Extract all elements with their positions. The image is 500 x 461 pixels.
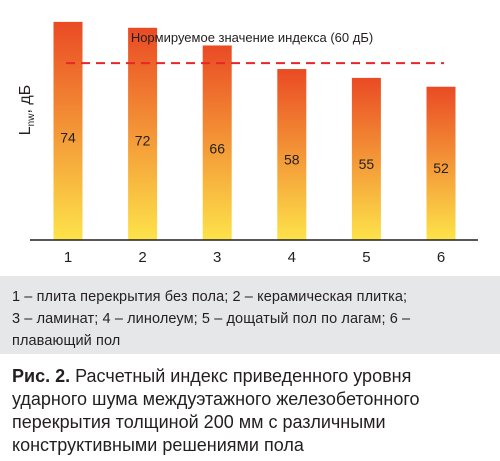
value-labels: 74 72 66 58 55 52 bbox=[60, 129, 449, 175]
caption-label: Рис. 2. bbox=[12, 366, 71, 386]
bar-1 bbox=[53, 21, 83, 240]
x-tick-label-6: 6 bbox=[437, 249, 445, 266]
caption-text: Расчетный индекс приведенного уровня уда… bbox=[12, 366, 420, 455]
chart-area: 74 72 66 58 55 52 Нормируемое значение индекс… bbox=[17, 21, 478, 266]
legend-line-1: 1 – плита перекрытия без пола; 2 – керам… bbox=[12, 289, 408, 305]
value-label-3: 66 bbox=[209, 141, 225, 157]
legend-box: 1 – плита перекрытия без пола; 2 – керам… bbox=[0, 276, 500, 354]
value-label-4: 58 bbox=[284, 152, 300, 168]
y-axis-label-subscript: nw bbox=[26, 113, 37, 127]
reference-line-label: Нормируемое значение индекса (60 дБ) bbox=[131, 30, 373, 45]
x-tick-label-1: 1 bbox=[64, 249, 72, 266]
y-axis-label: Lnw, дБ bbox=[17, 85, 37, 135]
bar-4 bbox=[277, 69, 307, 240]
y-axis-label-main: L bbox=[17, 126, 34, 135]
reference-line-group: Нормируемое значение индекса (60 дБ) bbox=[66, 30, 444, 65]
value-label-1: 74 bbox=[60, 129, 76, 145]
bar-6 bbox=[426, 86, 456, 240]
bar-5 bbox=[351, 77, 381, 240]
value-label-5: 55 bbox=[359, 156, 375, 172]
figure-caption: Рис. 2. Расчетный индекс приведенного ур… bbox=[12, 365, 490, 457]
bars bbox=[53, 21, 456, 241]
y-axis-label-unit: , дБ bbox=[17, 85, 34, 114]
legend-line-2: 3 – ламинат; 4 – линолеум; 5 – дощатый п… bbox=[12, 311, 411, 327]
x-tick-label-4: 4 bbox=[288, 249, 296, 266]
value-label-6: 52 bbox=[433, 160, 449, 176]
bar-3 bbox=[202, 45, 232, 241]
x-tick-label-3: 3 bbox=[213, 249, 221, 266]
value-label-2: 72 bbox=[135, 132, 151, 148]
legend-line-3: плавающий пол bbox=[12, 333, 121, 349]
x-tick-label-2: 2 bbox=[138, 249, 146, 266]
x-tick-labels: 1 2 3 4 5 6 bbox=[64, 249, 445, 266]
x-tick-label-5: 5 bbox=[362, 249, 370, 266]
